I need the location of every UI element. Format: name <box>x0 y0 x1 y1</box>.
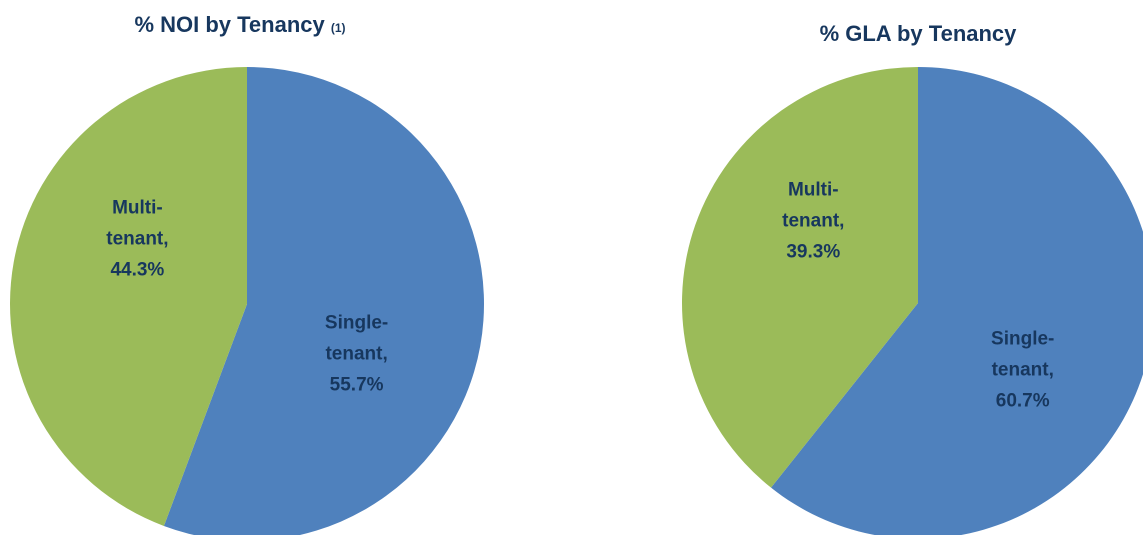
title-note: (1) <box>330 21 346 35</box>
value-label: 44.3% <box>110 259 165 281</box>
value-label: 55.7% <box>329 374 384 396</box>
data-label: Multi-tenant, 39.3% <box>773 175 853 268</box>
category-label: Single-tenant, <box>991 328 1055 381</box>
category-label: Single-tenant, <box>324 312 389 365</box>
pie-slice <box>771 67 1143 535</box>
pie-slice <box>682 67 918 488</box>
pie-slice <box>163 67 484 535</box>
chart-title: % GLA by Tenancy <box>820 21 1017 47</box>
data-label: Multi-tenant, 44.3% <box>97 193 177 286</box>
value-label: 39.3% <box>786 241 841 263</box>
title-text: % NOI by Tenancy <box>134 12 325 37</box>
data-label: Single-tenant, 60.7% <box>983 323 1063 416</box>
pie-slice <box>10 67 248 526</box>
data-label: Single-tenant, 55.7% <box>317 307 397 400</box>
chart-title: % NOI by Tenancy (1) <box>134 12 345 38</box>
value-label: 60.7% <box>995 390 1050 412</box>
title-text: % GLA by Tenancy <box>819 21 1017 46</box>
category-label: Multi-tenant, <box>106 197 169 250</box>
category-label: Multi-tenant, <box>782 179 845 232</box>
